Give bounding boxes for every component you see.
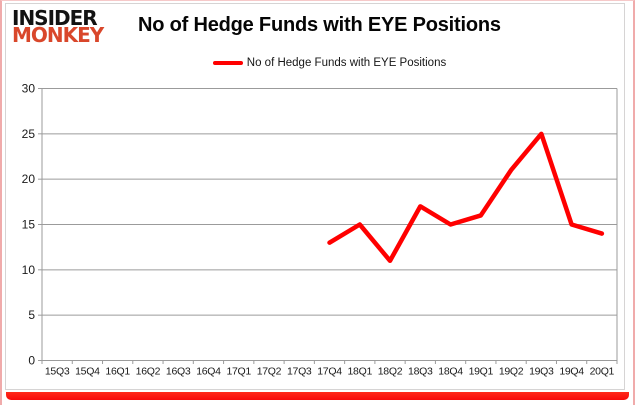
x-tick-label: 16Q1 xyxy=(105,366,130,378)
x-tick-label: 19Q4 xyxy=(559,366,584,378)
x-tick-label: 19Q3 xyxy=(529,366,554,378)
y-tick-label: 5 xyxy=(28,308,35,322)
page-title: No of Hedge Funds with EYE Positions xyxy=(138,14,501,36)
x-tick-label: 19Q2 xyxy=(499,366,524,378)
legend-line-swatch xyxy=(212,60,243,66)
y-tick-label: 20 xyxy=(22,172,36,186)
legend-label: No of Hedge Funds with EYE Positions xyxy=(246,57,447,69)
x-tick-label: 16Q4 xyxy=(196,366,221,378)
logo-line-monkey: MONKEY xyxy=(12,23,104,47)
x-tick-label: 15Q3 xyxy=(45,366,70,378)
x-tick-label: 15Q4 xyxy=(75,366,100,378)
x-tick-label: 20Q1 xyxy=(590,366,615,378)
y-tick-label: 25 xyxy=(22,127,36,141)
y-tick-label: 30 xyxy=(22,82,36,96)
logo-line-insider: INSIDER xyxy=(12,6,98,30)
insider-monkey-logo: INSIDER MONKEY xyxy=(12,6,104,47)
x-tick-label: 18Q1 xyxy=(348,366,373,378)
y-tick-label: 15 xyxy=(22,218,36,232)
x-tick-label: 18Q3 xyxy=(408,366,433,378)
chart-legend: No of Hedge Funds with EYE Positions xyxy=(42,55,617,71)
x-tick-label: 17Q2 xyxy=(257,366,282,378)
x-tick-label: 16Q2 xyxy=(136,366,161,378)
x-tick-label: 18Q4 xyxy=(438,366,463,378)
x-tick-label: 17Q3 xyxy=(287,366,312,378)
x-tick-label: 17Q1 xyxy=(226,366,251,378)
y-tick-label: 0 xyxy=(28,354,35,368)
y-tick-label: 10 xyxy=(22,263,36,277)
bottom-accent-bar xyxy=(6,392,629,400)
x-tick-label: 19Q1 xyxy=(469,366,494,378)
x-tick-label: 17Q4 xyxy=(317,366,342,378)
data-series-line xyxy=(327,131,605,264)
x-tick-label: 18Q2 xyxy=(378,366,403,378)
x-tick-label: 16Q3 xyxy=(166,366,191,378)
